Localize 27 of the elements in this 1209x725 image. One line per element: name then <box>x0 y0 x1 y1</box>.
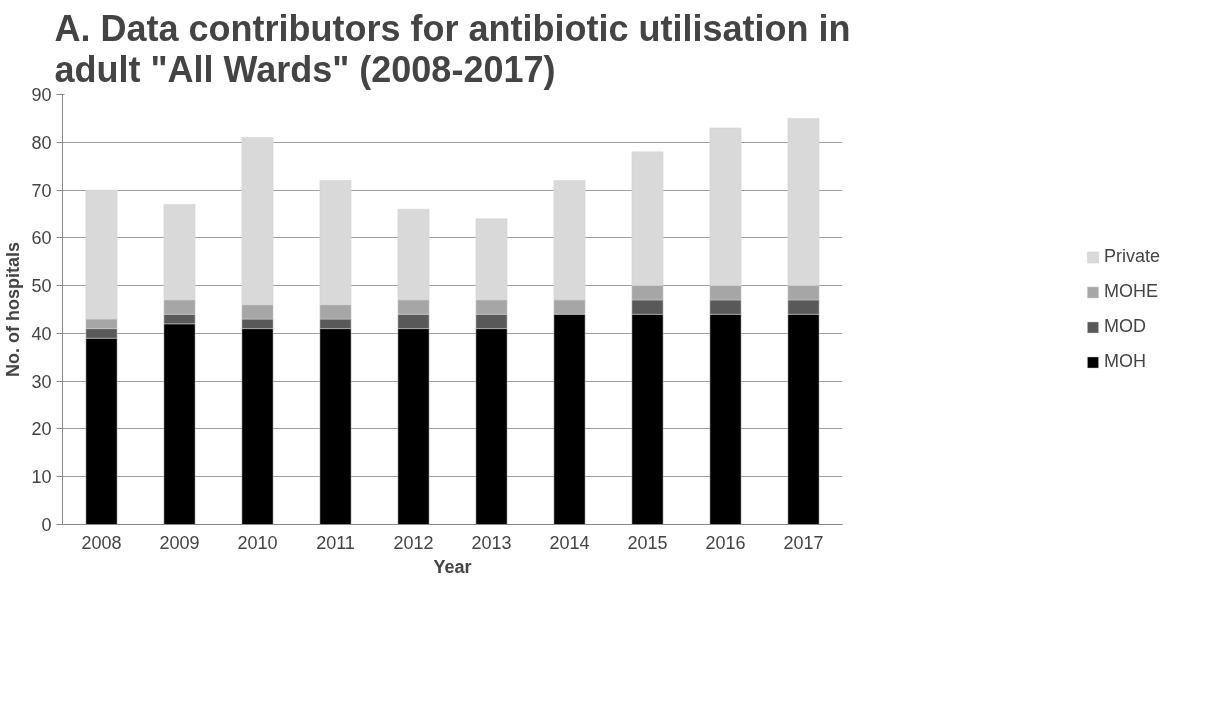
y-tick-label: 80 <box>31 132 52 153</box>
x-tick-label: 2010 <box>237 532 278 553</box>
y-tick-label: 70 <box>31 180 52 201</box>
x-tick-label: 2014 <box>549 532 590 553</box>
legend-label: Private <box>1103 246 1161 267</box>
x-tick-label: 2008 <box>81 532 122 553</box>
x-axis-title: Year <box>433 556 472 577</box>
y-tick-label: 10 <box>31 467 52 488</box>
x-tick-label: 2015 <box>627 532 668 553</box>
y-axis-title: No. of hospitals <box>3 242 24 377</box>
y-tick-label: 50 <box>31 276 52 297</box>
x-tick-label: 2009 <box>159 532 200 553</box>
y-tick-label: 40 <box>31 323 52 344</box>
x-tick-label: 2017 <box>783 532 824 553</box>
x-tick-label: 2012 <box>393 532 434 553</box>
y-tick-label: 0 <box>41 515 52 535</box>
x-tick-label: 2013 <box>471 532 512 553</box>
y-tick-label: 90 <box>31 85 52 105</box>
legend-label: MOD <box>1103 316 1146 337</box>
legend-label: MOH <box>1103 351 1146 372</box>
legend-label: MOHE <box>1103 281 1158 302</box>
chart-title: A. Data contributors for antibiotic utilisation in adult "All Wards" (2008-2017) <box>54 7 851 90</box>
x-tick-label: 2011 <box>316 532 355 553</box>
y-tick-label: 20 <box>31 419 52 440</box>
x-tick-label: 2016 <box>705 532 746 553</box>
y-tick-label: 30 <box>31 371 52 392</box>
y-tick-label: 60 <box>31 228 52 249</box>
